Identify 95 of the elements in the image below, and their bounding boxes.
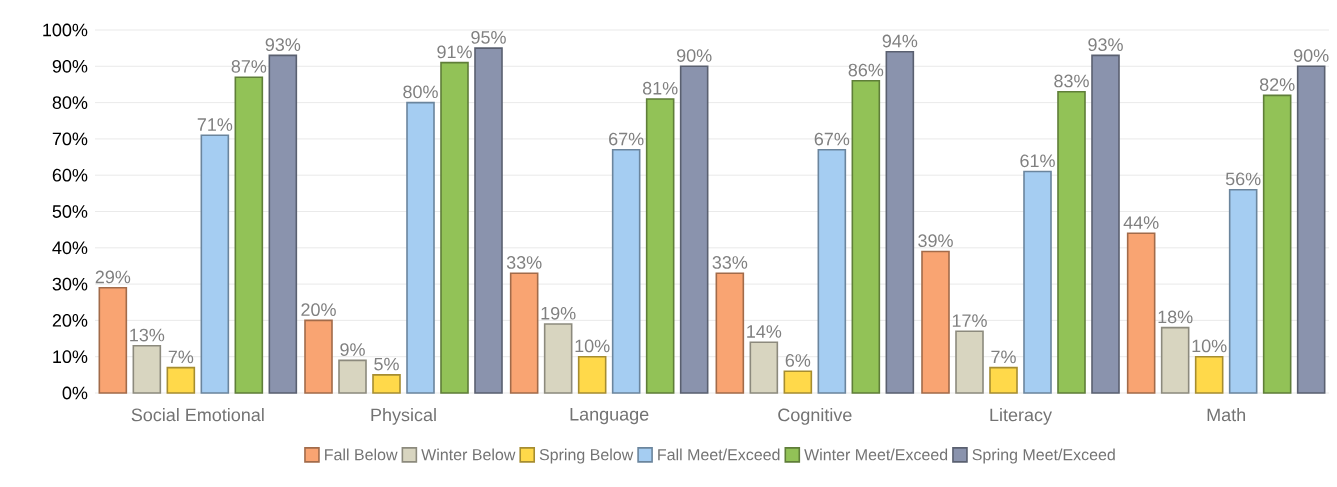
y-tick-label: 70% — [52, 132, 88, 146]
x-tick-label: Literacy — [990, 408, 1052, 425]
data-label: 44% — [1123, 216, 1159, 229]
x-tick-label: Math — [1207, 408, 1246, 422]
legend-label: Fall Below — [325, 448, 398, 461]
data-label: 91% — [437, 45, 472, 59]
data-label: 6% — [785, 354, 811, 367]
bar — [1296, 65, 1326, 394]
bar — [200, 134, 230, 394]
bar — [955, 330, 984, 394]
y-tick-label: 100% — [43, 23, 88, 37]
bar — [509, 272, 539, 394]
bar — [1057, 90, 1086, 394]
data-label: 93% — [265, 38, 301, 52]
legend-label: Spring Below — [539, 448, 634, 464]
data-label: 61% — [1020, 154, 1055, 168]
y-tick-label: 80% — [52, 96, 88, 109]
bar — [851, 80, 881, 394]
data-label: 7% — [991, 350, 1016, 364]
y-tick-label: 10% — [53, 350, 88, 364]
data-label: 87% — [231, 60, 267, 73]
bar — [1194, 355, 1224, 394]
data-label: 67% — [814, 132, 850, 146]
bar — [406, 101, 435, 394]
bar — [715, 272, 745, 394]
data-label: 29% — [95, 270, 131, 284]
data-label: 10% — [575, 339, 610, 353]
legend-label: Fall Meet/Exceed — [658, 448, 780, 461]
bar — [1126, 232, 1156, 394]
y-tick-label: 60% — [52, 168, 88, 182]
bar — [132, 345, 162, 394]
data-label: 67% — [609, 132, 644, 146]
bar — [1160, 326, 1190, 394]
data-label: 71% — [197, 118, 233, 131]
x-tick-label: Cognitive — [778, 408, 852, 425]
data-label: 10% — [1192, 339, 1227, 353]
bar — [234, 76, 264, 394]
bar — [166, 366, 196, 394]
data-label: 19% — [541, 306, 576, 320]
legend-label: Spring Meet/Exceed — [972, 448, 1115, 464]
bar — [474, 47, 503, 394]
bar — [1262, 94, 1292, 394]
bar — [577, 355, 607, 394]
data-label: 39% — [918, 234, 953, 248]
data-label: 82% — [1259, 78, 1295, 91]
bar — [1228, 188, 1258, 394]
bar — [440, 61, 469, 394]
data-label: 7% — [168, 350, 194, 364]
bar — [921, 250, 950, 394]
y-tick-label: 20% — [52, 314, 88, 327]
x-tick-label: Social Emotional — [131, 408, 264, 422]
legend-label: Winter Meet/Exceed — [804, 448, 948, 461]
data-label: 33% — [712, 256, 748, 269]
data-label: 90% — [677, 49, 712, 62]
bar — [645, 98, 675, 394]
bar — [98, 286, 128, 394]
y-tick-label: 90% — [52, 59, 88, 73]
bar — [885, 50, 915, 394]
data-label: 80% — [403, 85, 438, 99]
bar — [679, 65, 709, 394]
y-tick-label: 40% — [52, 241, 88, 255]
bar — [611, 148, 641, 394]
bar — [1023, 170, 1052, 394]
x-tick-label: Language — [570, 408, 649, 425]
bar — [372, 374, 401, 394]
data-label: 95% — [471, 30, 506, 44]
data-label: 81% — [642, 81, 678, 95]
data-label: 83% — [1054, 74, 1089, 88]
y-tick-label: 30% — [52, 277, 88, 291]
y-tick-label: 0% — [62, 386, 88, 400]
data-label: 86% — [848, 63, 884, 77]
data-label: 14% — [747, 325, 782, 338]
bar — [304, 319, 333, 394]
bar — [749, 341, 779, 394]
bar — [817, 148, 847, 394]
data-label: 17% — [952, 314, 987, 327]
x-tick-label: Physical — [371, 408, 436, 425]
bar — [1091, 54, 1120, 394]
data-label: 18% — [1158, 310, 1193, 324]
data-label: 20% — [301, 303, 336, 317]
data-label: 9% — [340, 343, 365, 356]
legend-label: Winter Below — [421, 448, 516, 461]
data-label: 13% — [130, 328, 165, 342]
bar — [783, 370, 813, 394]
data-label: 94% — [882, 34, 918, 48]
data-label: 5% — [374, 357, 399, 371]
data-label: 93% — [1088, 38, 1123, 52]
data-label: 90% — [1294, 49, 1329, 62]
bar — [543, 323, 573, 394]
bar — [338, 359, 367, 394]
bar — [989, 366, 1018, 394]
y-tick-label: 50% — [52, 205, 88, 218]
data-label: 56% — [1225, 172, 1261, 186]
bar — [268, 54, 298, 394]
data-label: 33% — [506, 256, 542, 269]
